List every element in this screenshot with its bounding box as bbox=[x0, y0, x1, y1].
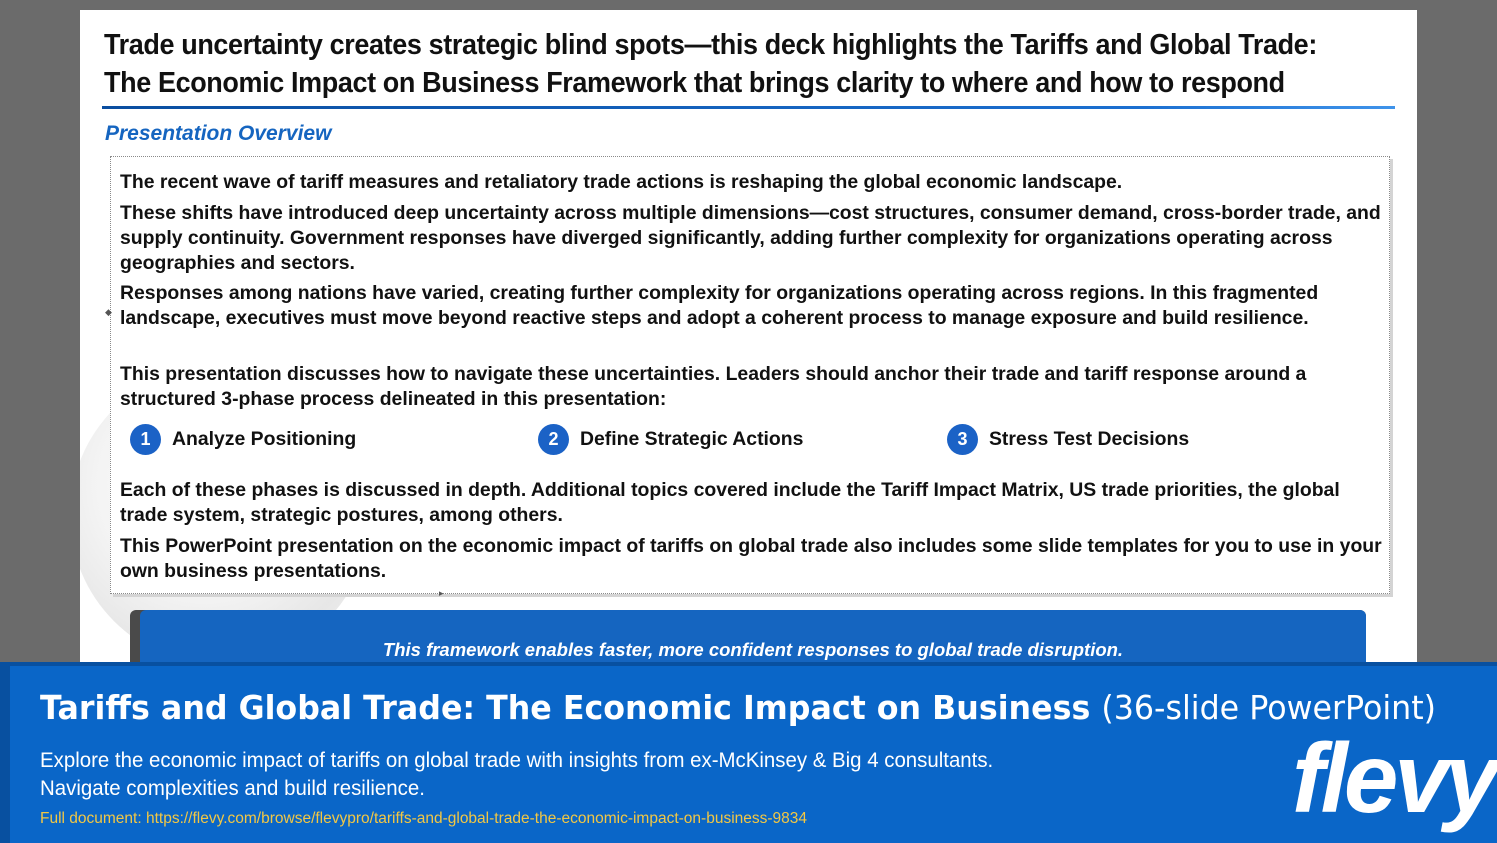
overview-paragraph-4: This presentation discusses how to navig… bbox=[120, 363, 1307, 410]
full-document-link[interactable]: Full document: https://flevy.com/browse/… bbox=[40, 810, 808, 827]
phase-number-badge: 3 bbox=[947, 424, 978, 455]
section-subtitle: Presentation Overview bbox=[105, 122, 332, 145]
slide: Trade uncertainty creates strategic blin… bbox=[80, 10, 1417, 670]
overview-paragraph-1: The recent wave of tariff measures and r… bbox=[120, 171, 1123, 193]
footer-title: Tariffs and Global Trade: The Economic I… bbox=[40, 688, 1436, 727]
title-divider bbox=[102, 106, 1395, 109]
slide-title: Trade uncertainty creates strategic blin… bbox=[104, 26, 1317, 102]
footer-description: Explore the economic impact of tariffs o… bbox=[40, 748, 994, 800]
phase-number-badge: 2 bbox=[538, 424, 569, 455]
slide-title-line-2: The Economic Impact on Business Framewor… bbox=[104, 67, 1285, 99]
footer-left-border bbox=[0, 662, 10, 843]
callout-banner: This framework enables faster, more conf… bbox=[140, 610, 1366, 670]
callout-text: This framework enables faster, more conf… bbox=[382, 639, 1124, 660]
box-handle-bottom-icon: ▸ bbox=[439, 588, 444, 598]
overview-paragraph-6: This PowerPoint presentation on the econ… bbox=[120, 535, 1382, 582]
footer-title-main: Tariffs and Global Trade: The Economic I… bbox=[40, 688, 1091, 727]
phase-3: 3 Stress Test Decisions bbox=[947, 424, 1189, 455]
phase-number-badge: 1 bbox=[130, 424, 161, 455]
phase-1: 1 Analyze Positioning bbox=[130, 424, 356, 455]
flevy-logo[interactable]: flevy bbox=[1292, 728, 1497, 828]
phase-label: Analyze Positioning bbox=[172, 428, 357, 450]
overview-paragraph-3: Responses among nations have varied, cre… bbox=[120, 282, 1319, 329]
footer-top-border bbox=[0, 662, 1497, 666]
footer-title-suffix: (36-slide PowerPoint) bbox=[1101, 688, 1437, 727]
flevy-logo-text: flevy bbox=[1292, 723, 1497, 833]
phase-label: Define Strategic Actions bbox=[580, 428, 804, 450]
footer-banner: Tariffs and Global Trade: The Economic I… bbox=[0, 662, 1497, 843]
overview-paragraph-5: Each of these phases is discussed in dep… bbox=[120, 479, 1340, 526]
box-handle-left-icon: ◆ bbox=[105, 307, 112, 317]
phase-label: Stress Test Decisions bbox=[989, 428, 1190, 450]
overview-paragraph-2: These shifts have introduced deep uncert… bbox=[120, 202, 1381, 274]
overview-box bbox=[110, 156, 1390, 594]
phase-2: 2 Define Strategic Actions bbox=[538, 424, 803, 455]
slide-title-line-1: Trade uncertainty creates strategic blin… bbox=[104, 29, 1317, 61]
